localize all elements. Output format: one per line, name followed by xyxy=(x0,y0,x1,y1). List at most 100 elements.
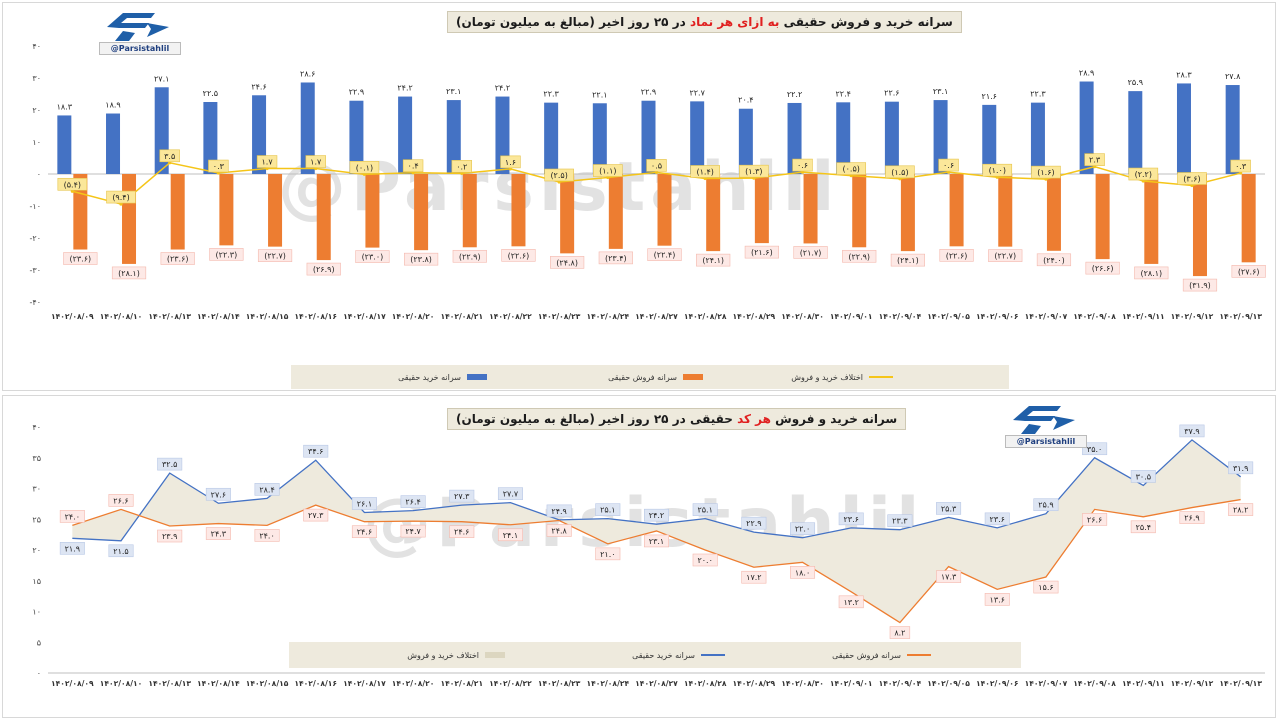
diff-data-label-box xyxy=(792,158,813,172)
x-tick-label: ۱۴۰۲/۰۹/۰۱ xyxy=(830,312,873,321)
y-tick-label: ۳۰ xyxy=(32,74,41,83)
buy-data-label-box xyxy=(197,86,223,100)
sell-data-label: ۱۷.۳ xyxy=(941,573,957,582)
top-logo-handle: @Parsistahlil xyxy=(99,42,181,55)
sell-data-label: ۲۸.۲ xyxy=(1233,506,1248,515)
sell-data-label-box xyxy=(890,253,925,267)
buy-data-label: ۲۷.۶ xyxy=(211,490,226,499)
diff-data-label-box xyxy=(305,155,326,168)
buy-bar xyxy=(884,101,899,174)
sell-data-label-box xyxy=(205,527,231,540)
sell-bar xyxy=(268,174,283,247)
legend-swatch-diff xyxy=(869,376,893,378)
buy-data-label-box xyxy=(684,86,710,99)
buy-data-label: ۲۵.۱ xyxy=(600,506,615,515)
buy-data-label: ۲۲.۹ xyxy=(349,88,364,97)
x-tick-label: ۱۴۰۲/۰۸/۱۶ xyxy=(294,679,337,688)
y-tick-label: ۲۵ xyxy=(32,515,41,524)
sell-data-label: (۲۳.۴) xyxy=(605,254,627,263)
sell-data-label: ۲۴.۳ xyxy=(211,530,227,539)
sell-data-label: ۲۴.۰ xyxy=(65,512,80,521)
diff-data-label-box xyxy=(208,159,229,173)
diff-data-label-box xyxy=(982,163,1013,177)
buy-data-label: ۲۲.۲ xyxy=(787,90,802,99)
buy-data-label-box xyxy=(157,457,183,471)
buy-data-label-box xyxy=(303,444,329,458)
diff-data-label-box xyxy=(938,158,959,172)
buy-data-label-box xyxy=(928,84,954,98)
sell-data-label-box xyxy=(643,534,669,548)
top-title-part1: سرانه خرید و فروش حقیقی xyxy=(783,15,953,29)
x-tick-label: ۱۴۰۲/۰۸/۲۲ xyxy=(489,312,532,321)
diff-data-label: ۰.۶ xyxy=(797,161,808,170)
sell-data-label: ۲۴.۰ xyxy=(259,531,274,540)
diff-data-label: (۱.۰) xyxy=(989,166,1006,175)
buy-bar xyxy=(1128,91,1143,174)
x-tick-label: ۱۴۰۲/۰۸/۲۷ xyxy=(635,679,678,688)
sell-data-label-box xyxy=(209,248,244,261)
sell-data-label: ۲۰.۰ xyxy=(697,556,712,565)
buy-data-label: ۲۳.۶ xyxy=(844,515,859,524)
bottom-title-part1: سرانه خرید و فروش xyxy=(775,412,898,426)
diff-data-label: (۱.۵) xyxy=(891,168,908,177)
x-tick-label: ۱۴۰۲/۰۸/۲۷ xyxy=(635,312,678,321)
sell-data-label-box xyxy=(497,528,523,542)
buy-bar xyxy=(57,115,72,174)
buy-bar xyxy=(300,82,315,174)
buy-data-label-box xyxy=(441,84,467,98)
x-tick-label: ۱۴۰۲/۰۸/۱۶ xyxy=(294,312,337,321)
x-tick-label: ۱۴۰۲/۰۹/۱۲ xyxy=(1171,312,1214,321)
sell-data-label: ۲۴.۶ xyxy=(357,528,372,537)
diff-data-label: (۰.۵) xyxy=(843,165,860,174)
diff-data-label-box xyxy=(106,190,136,204)
y-tick-label: ۳۵ xyxy=(32,454,41,463)
sell-bar xyxy=(1095,174,1110,260)
y-tick-label: ۰ xyxy=(37,669,41,678)
sell-data-label: (۲۸.۱) xyxy=(118,269,140,278)
buy-data-label: ۲۲.۹ xyxy=(746,519,761,528)
sell-data-label: ۲۷.۳ xyxy=(308,511,324,520)
x-tick-label: ۱۴۰۲/۰۹/۰۸ xyxy=(1073,679,1116,688)
buy-data-label-box xyxy=(887,514,913,528)
bottom-legend: اختلاف خرید و فروش سرانه خرید حقیقی سران… xyxy=(289,642,1021,668)
sell-data-label: (۲۲.۳) xyxy=(216,250,238,259)
sell-data-label: ۲۶.۶ xyxy=(113,496,128,505)
x-tick-label: ۱۴۰۲/۰۸/۳۰ xyxy=(781,312,824,321)
sell-bar xyxy=(1046,174,1061,251)
buy-data-label: ۲۸.۹ xyxy=(1079,69,1094,78)
sell-data-label: (۲۴.۸) xyxy=(556,258,578,267)
y-tick-label: -۳۰ xyxy=(30,266,41,275)
sell-data-label-box xyxy=(160,252,195,265)
top-logo: @Parsistahlil xyxy=(99,5,181,55)
x-tick-label: ۱۴۰۲/۰۹/۰۵ xyxy=(927,312,970,321)
buy-data-label: ۲۸.۴ xyxy=(259,485,274,494)
diff-data-label-box xyxy=(1230,159,1251,173)
diff-data-label-box xyxy=(159,149,180,163)
diff-data-label-box xyxy=(349,161,380,174)
sell-data-label-box xyxy=(111,266,147,280)
sell-data-label-box xyxy=(598,251,633,265)
sell-data-label-box xyxy=(254,529,280,542)
buy-bar xyxy=(544,102,559,174)
x-tick-label: ۱۴۰۲/۰۹/۱۱ xyxy=(1122,312,1165,321)
x-tick-label: ۱۴۰۲/۰۹/۰۶ xyxy=(976,312,1019,321)
diff-data-label: (۱.۴) xyxy=(696,167,713,176)
buy-data-label: ۲۲.۰ xyxy=(795,525,810,534)
sell-data-label: (۲۶.۶) xyxy=(1092,264,1114,273)
bottom-chart-title: سرانه خرید و فروش هر کد حقیقی در ۲۵ روز … xyxy=(447,408,907,430)
x-tick-label: ۱۴۰۲/۰۸/۲۸ xyxy=(684,679,727,688)
buy-data-label-box xyxy=(1171,68,1197,81)
top-title-part2: در ۲۵ روز اخیر (مبالغ به میلیون تومان) xyxy=(456,15,686,29)
x-tick-label: ۱۴۰۲/۰۸/۲۱ xyxy=(440,312,483,321)
diff-data-label-box xyxy=(1031,165,1061,179)
x-tick-label: ۱۴۰۲/۰۹/۰۴ xyxy=(879,679,922,688)
diff-data-label: (۱.۳) xyxy=(745,167,762,176)
sell-data-label-box xyxy=(303,508,329,522)
sell-data-label: (۲۲.۴) xyxy=(654,251,676,260)
diff-data-label: (۲.۲) xyxy=(1135,170,1152,179)
buy-data-label-box xyxy=(595,503,621,516)
buy-data-label: ۲۱.۵ xyxy=(113,547,128,556)
parsistahlil-logo-icon xyxy=(1013,406,1075,434)
buy-data-label: ۲۴.۲ xyxy=(495,84,510,93)
bottom-logo-handle: @Parsistahlil xyxy=(1005,435,1087,448)
